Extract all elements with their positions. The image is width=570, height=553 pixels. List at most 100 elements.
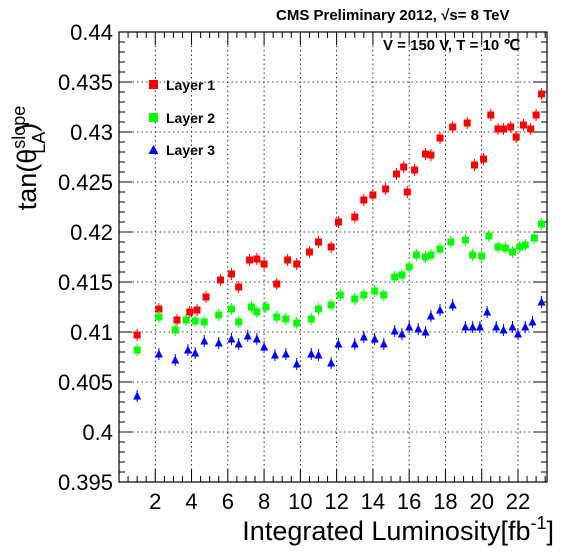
point-layer-2 <box>436 245 444 253</box>
point-layer-2 <box>351 295 359 303</box>
x-tick-label: 12 <box>324 489 348 514</box>
x-tick-label: 20 <box>469 489 493 514</box>
point-layer-1 <box>246 256 254 264</box>
point-layer-2 <box>478 252 486 260</box>
point-layer-2 <box>509 248 517 256</box>
point-layer-2 <box>182 316 190 324</box>
point-layer-1 <box>400 163 408 171</box>
point-layer-1 <box>532 111 540 119</box>
y-tick-label: 0.43 <box>70 120 113 145</box>
point-layer-2 <box>521 241 529 249</box>
point-layer-1 <box>334 218 342 226</box>
point-layer-2 <box>171 326 179 334</box>
point-layer-2 <box>405 263 413 271</box>
x-tick-label: 16 <box>397 489 421 514</box>
point-layer-3 <box>183 345 192 354</box>
legend-marker-layer-3 <box>148 145 159 154</box>
point-layer-3 <box>234 339 243 348</box>
x-tick-labels: 2 4 6 8 10 12 14 16 18 20 22 <box>149 489 530 514</box>
legend: Layer 1 Layer 2 Layer 3 <box>148 77 215 158</box>
point-layer-1 <box>421 150 429 158</box>
point-layer-2 <box>412 251 420 259</box>
point-layer-2 <box>314 305 322 313</box>
x-tick-label: 18 <box>433 489 457 514</box>
point-layer-1 <box>305 248 313 256</box>
point-layer-3 <box>379 339 388 348</box>
x-axis-title: Integrated Luminosity[fb-1] <box>242 513 554 546</box>
point-layer-1 <box>293 260 301 268</box>
point-layer-3 <box>200 336 209 345</box>
point-layer-1 <box>494 125 502 133</box>
point-layer-1 <box>538 90 546 98</box>
point-layer-2 <box>421 253 429 261</box>
y-tick-labels: 0.395 0.4 0.405 0.41 0.415 0.42 0.425 0.43 0.435… <box>58 20 113 495</box>
point-layer-1 <box>507 123 515 131</box>
point-layer-3 <box>260 342 269 351</box>
y-axis-title: tan(θslopeLA) <box>9 106 49 211</box>
point-layer-3 <box>334 339 343 348</box>
point-layer-2 <box>293 319 301 327</box>
point-layer-1 <box>260 260 268 268</box>
point-layer-2 <box>530 234 538 242</box>
point-layer-3 <box>292 359 301 368</box>
point-layer-2 <box>215 311 223 319</box>
point-layer-2 <box>427 251 435 259</box>
point-layer-1 <box>512 133 520 141</box>
point-layer-2 <box>461 236 469 244</box>
point-layer-1 <box>480 155 488 163</box>
point-layer-2 <box>273 313 281 321</box>
point-layer-2 <box>371 287 379 295</box>
point-layer-1 <box>253 255 261 263</box>
point-layer-3 <box>397 329 406 338</box>
x-tick-label: 22 <box>506 489 530 514</box>
point-layer-1 <box>427 151 435 159</box>
point-layer-3 <box>191 348 200 357</box>
header-experiment: CMS Preliminary 2012, √s= 8 TeV <box>276 7 510 24</box>
point-layer-3 <box>154 349 163 358</box>
point-layer-1 <box>403 188 411 196</box>
data-points <box>133 88 546 402</box>
point-layer-3 <box>359 332 368 341</box>
point-layer-3 <box>171 355 180 364</box>
point-layer-3 <box>314 350 323 359</box>
point-layer-3 <box>528 317 537 326</box>
point-layer-1 <box>436 134 444 142</box>
x-axis-title-superscript: -1 <box>530 513 546 533</box>
y-tick-label: 0.42 <box>70 220 113 245</box>
point-layer-1 <box>392 170 400 178</box>
point-layer-1 <box>487 111 495 119</box>
plot-frame <box>118 31 548 483</box>
point-layer-2 <box>469 251 477 259</box>
point-layer-2 <box>227 305 235 313</box>
point-layer-2 <box>133 346 141 354</box>
legend-marker-layer-2 <box>149 113 158 122</box>
legend-marker-layer-1 <box>149 80 158 89</box>
legend-label-layer-3: Layer 3 <box>166 142 215 158</box>
point-layer-2 <box>398 271 406 279</box>
point-layer-3 <box>405 322 414 331</box>
header-sqrt-s: √s <box>441 7 458 24</box>
point-layer-3 <box>468 322 477 331</box>
point-layer-1 <box>314 238 322 246</box>
y-tick-label: 0.415 <box>58 270 113 295</box>
point-layer-3 <box>327 358 336 367</box>
point-layer-3 <box>350 339 359 348</box>
point-layer-2 <box>516 243 524 251</box>
point-layer-3 <box>270 350 279 359</box>
x-tick-label: 14 <box>361 489 385 514</box>
point-layer-3 <box>475 322 484 331</box>
point-layer-2 <box>247 303 255 311</box>
header-energy: = 8 TeV <box>458 7 510 24</box>
point-layer-1 <box>411 166 419 174</box>
y-tick-label: 0.41 <box>70 320 113 345</box>
point-layer-1 <box>327 243 335 251</box>
y-tick-label: 0.435 <box>58 70 113 95</box>
x-tick-label: 2 <box>149 489 161 514</box>
point-layer-2 <box>307 315 315 323</box>
point-layer-2 <box>235 318 243 326</box>
y-tick-label: 0.44 <box>70 20 113 45</box>
point-layer-1 <box>470 161 478 169</box>
point-layer-3 <box>436 305 444 314</box>
point-layer-1 <box>360 196 368 204</box>
